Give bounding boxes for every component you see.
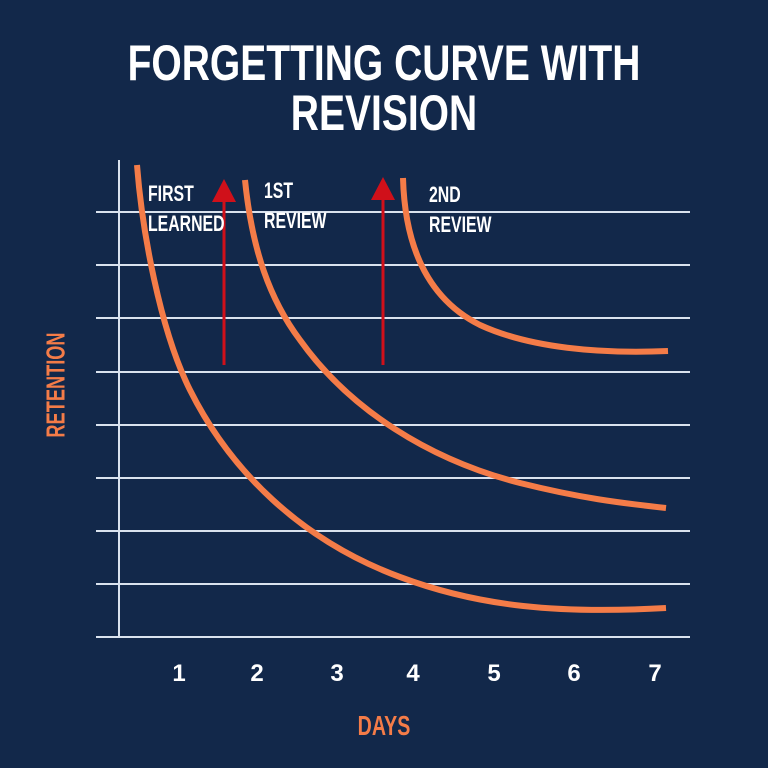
x-tick-7: 7 (648, 660, 662, 687)
curve-first-review (242, 179, 667, 511)
annotation-second-review: 2ND REVIEW (429, 182, 492, 237)
curve-second-review (400, 177, 669, 355)
x-tick-2: 2 (250, 660, 264, 687)
chart-title: FORGETTING CURVE WITH REVISION (127, 35, 641, 141)
annotation-first-learned: FIRST LEARNED (148, 181, 225, 236)
y-axis-label: RETENTION (40, 332, 71, 438)
curve-first-learned (134, 164, 667, 613)
x-axis-label: DAYS (357, 710, 411, 741)
x-tick-1: 1 (172, 660, 186, 687)
review-arrows (212, 177, 395, 365)
annotation-first-review: 1ST REVIEW (264, 178, 327, 233)
arrow-first-review-head (212, 179, 236, 202)
arrow-second-review-head (371, 177, 395, 200)
x-tick-6: 6 (567, 660, 581, 687)
x-tick-5: 5 (487, 660, 501, 687)
x-tick-4: 4 (406, 660, 420, 687)
gridlines (96, 211, 690, 638)
x-tick-3: 3 (330, 660, 344, 687)
